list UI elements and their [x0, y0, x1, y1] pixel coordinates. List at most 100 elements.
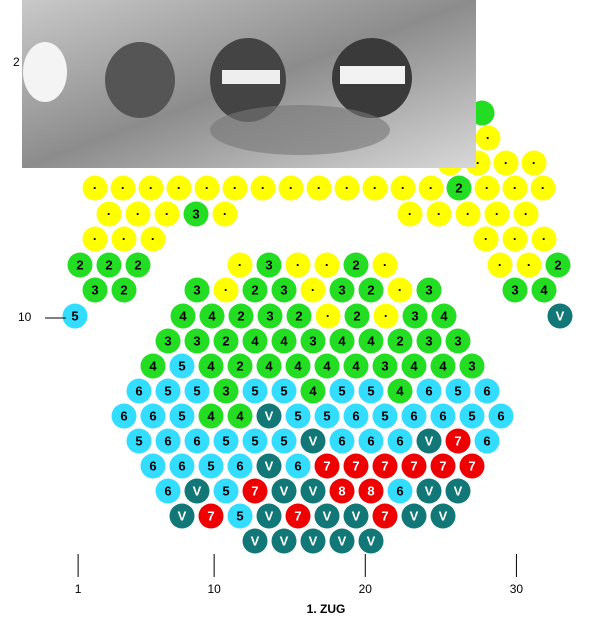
- seat: [387, 277, 413, 303]
- seat-label: ·: [136, 206, 140, 221]
- seat: [198, 403, 224, 429]
- seat: [140, 226, 166, 252]
- seat-label: 6: [367, 433, 374, 448]
- seat: [343, 453, 369, 479]
- seat: [343, 353, 369, 379]
- seat: [358, 378, 384, 404]
- seat: [329, 328, 355, 354]
- seat: [126, 378, 152, 404]
- seat-label: V: [309, 483, 318, 498]
- row-label: 10: [18, 310, 32, 324]
- seat: [416, 478, 442, 504]
- seat-label: ·: [121, 180, 125, 195]
- seat-label: ·: [122, 231, 126, 246]
- seat-label: 4: [439, 358, 447, 373]
- seat: [256, 453, 282, 479]
- seat: [474, 428, 500, 454]
- seat: [300, 277, 326, 303]
- seat: [271, 428, 297, 454]
- seat: [271, 528, 297, 554]
- seat-label: V: [265, 458, 274, 473]
- seat-label: 3: [266, 308, 273, 323]
- seat: [62, 303, 88, 329]
- seat-label: V: [352, 508, 361, 523]
- x-tick-label: 30: [510, 582, 524, 596]
- seat: [300, 428, 326, 454]
- seat-label: 3: [222, 383, 229, 398]
- cells: ··················2······3············22…: [62, 100, 573, 554]
- seat: [475, 125, 501, 151]
- seat-label: 8: [338, 483, 345, 498]
- seat-label: 5: [135, 433, 142, 448]
- seat: [228, 303, 254, 329]
- seat-label: 5: [280, 383, 287, 398]
- seat-label: 2: [237, 308, 244, 323]
- seat: [484, 201, 510, 227]
- seat-label: 5: [222, 433, 229, 448]
- seat: [387, 328, 413, 354]
- seat-label: ·: [296, 257, 300, 272]
- seat-label: ·: [476, 155, 480, 170]
- seat: [431, 303, 457, 329]
- seat-label: ·: [542, 231, 546, 246]
- seat-label: 3: [511, 282, 518, 297]
- seat-label: 2: [251, 282, 258, 297]
- seat: [300, 478, 326, 504]
- seat: [213, 428, 239, 454]
- seat: [256, 353, 282, 379]
- seat-label: V: [439, 508, 448, 523]
- axis-title: 1. ZUG: [307, 602, 346, 616]
- seat-label: 5: [381, 408, 388, 423]
- seat: [242, 478, 268, 504]
- seat: [271, 277, 297, 303]
- seat: [96, 201, 122, 227]
- x-axis: 1 10 20 30 1. ZUG: [75, 554, 524, 616]
- seat: [344, 303, 370, 329]
- x-tick-label: 1: [75, 582, 82, 596]
- seat-label: 3: [425, 282, 432, 297]
- seat: [372, 453, 398, 479]
- seat: [430, 403, 456, 429]
- seat: [401, 453, 427, 479]
- seat-label: 3: [265, 257, 272, 272]
- seat-label: ·: [107, 206, 111, 221]
- seat-label: 5: [164, 383, 171, 398]
- seat-label: ·: [532, 155, 536, 170]
- seat-label: 7: [439, 458, 446, 473]
- seat: [138, 175, 164, 201]
- seat-label: 2: [455, 180, 462, 195]
- seat: [416, 328, 442, 354]
- seat-label: ·: [326, 308, 330, 323]
- seat: [329, 528, 355, 554]
- seat-label: 6: [236, 458, 243, 473]
- seat: [169, 403, 195, 429]
- seat: [531, 226, 557, 252]
- seat-label: 4: [265, 358, 273, 373]
- seat: [455, 201, 481, 227]
- seat-label: 7: [381, 508, 388, 523]
- seat: [222, 175, 248, 201]
- seat: [199, 303, 225, 329]
- seat: [170, 303, 196, 329]
- seat: [314, 403, 340, 429]
- seat-label: ·: [484, 231, 488, 246]
- seat-label: 6: [338, 433, 345, 448]
- seat: [96, 252, 122, 278]
- seat-label: ·: [223, 206, 227, 221]
- seat-label: V: [280, 533, 289, 548]
- seat: [445, 428, 471, 454]
- seat-label: ·: [401, 180, 405, 195]
- seat-label: 4: [149, 358, 157, 373]
- seat-label: ·: [345, 180, 349, 195]
- seat-label: 3: [468, 358, 475, 373]
- seat: [488, 403, 514, 429]
- seat-label: ·: [513, 180, 517, 195]
- seat-label: ·: [485, 180, 489, 195]
- seat-label: 3: [192, 206, 199, 221]
- seat-label: 4: [540, 282, 548, 297]
- seat: [502, 226, 528, 252]
- seat: [334, 175, 360, 201]
- seat: [416, 378, 442, 404]
- seat: [418, 175, 444, 201]
